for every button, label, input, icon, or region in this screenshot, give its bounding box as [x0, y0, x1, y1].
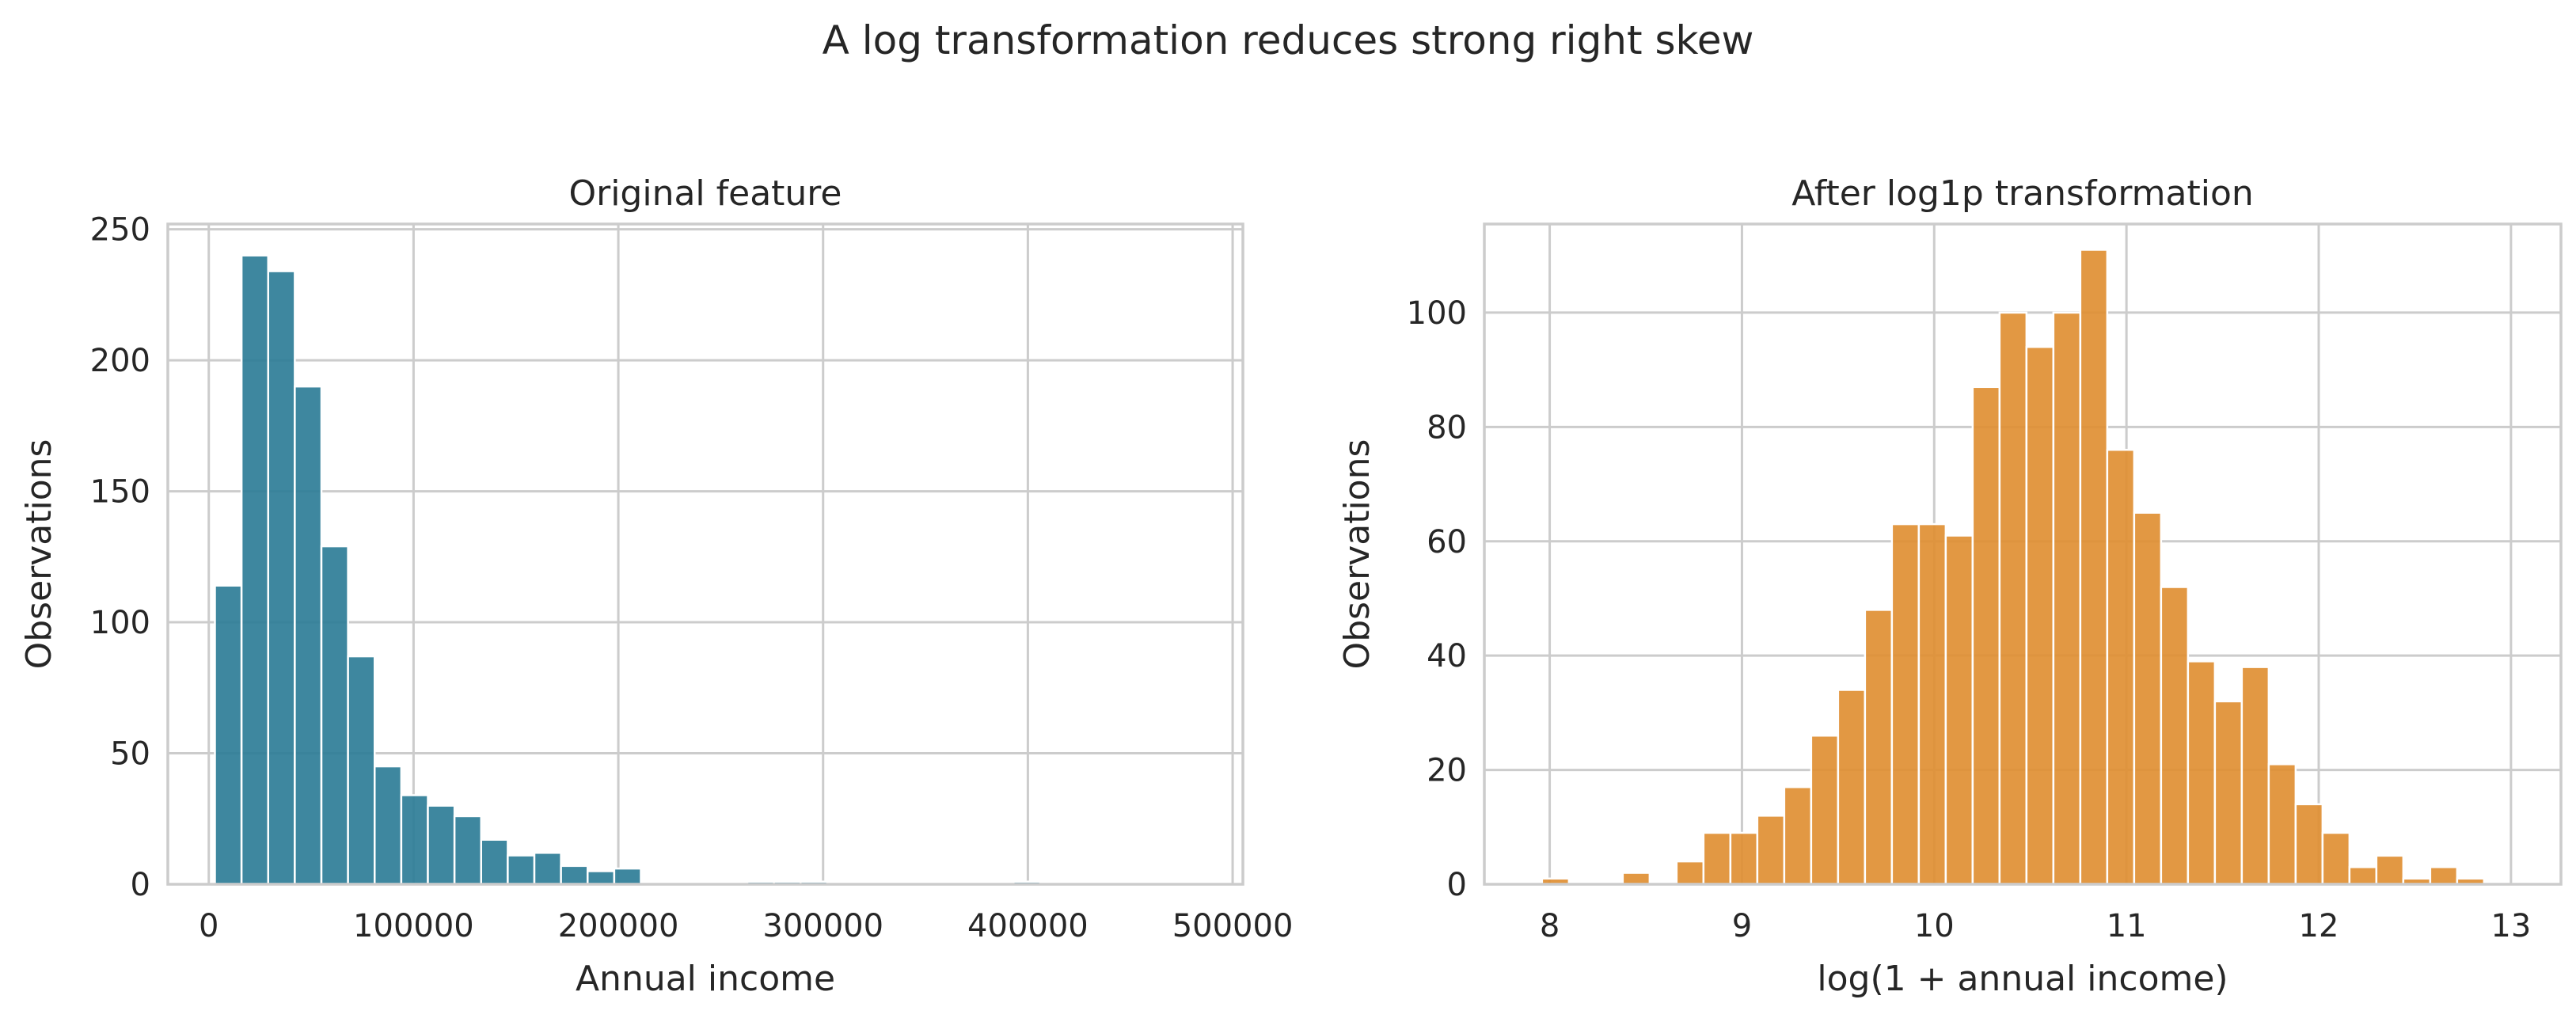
left-histogram-panel: 0 100000 200000 300000 400000 500000 0 50 100 150…: [19, 173, 1293, 999]
left-histogram-bar: [400, 794, 429, 886]
right-histogram-bar: [1621, 872, 1651, 886]
left-x-tick-label: 200000: [558, 908, 679, 944]
left-histogram-bar: [294, 385, 323, 886]
left-histogram-bar: [427, 804, 456, 886]
right-histogram-bar: [2321, 831, 2351, 886]
left-axes-frame: [166, 222, 1244, 886]
left-histogram-bar: [613, 867, 642, 886]
right-histogram-bar: [1837, 689, 1867, 886]
right-histogram-bar: [2240, 666, 2270, 886]
right-x-tick-label: 13: [2491, 908, 2531, 944]
right-y-tick-label: 20: [1427, 753, 1467, 789]
right-y-tick-label: 60: [1427, 524, 1467, 560]
right-x-tick-label: 10: [1914, 908, 1955, 944]
left-x-tick-label: 300000: [762, 908, 883, 944]
right-y-axis-label: Observations: [1337, 439, 1377, 670]
right-x-tick-label: 11: [2107, 908, 2147, 944]
right-histogram-bar: [1944, 534, 1974, 886]
right-y-tick-label: 80: [1427, 409, 1467, 446]
left-x-axis-label: Annual income: [576, 959, 835, 999]
left-y-tick-label: 100: [90, 605, 150, 641]
right-histogram-bar: [2375, 854, 2405, 886]
right-histogram-bar: [2187, 660, 2217, 886]
right-histogram-panel: 8 9 10 11 12 13 0 20 40 60 80 100 After log1p trans…: [1337, 173, 2563, 999]
right-histogram-bar: [2133, 511, 2163, 886]
left-histogram-bar: [507, 854, 536, 886]
left-histogram-bar: [347, 655, 376, 886]
left-x-tick-label: 400000: [967, 908, 1089, 944]
left-histogram-bar: [267, 270, 296, 886]
right-histogram-bar: [2213, 700, 2244, 886]
right-y-tick-label: 100: [1407, 295, 1467, 332]
right-histogram-bar: [2025, 345, 2055, 886]
right-histogram-bar: [1702, 831, 1732, 886]
right-histogram-bar: [2160, 586, 2190, 886]
left-y-tick-label: 0: [131, 867, 150, 903]
left-y-tick-label: 200: [90, 343, 150, 379]
left-histogram-bar: [560, 864, 589, 886]
right-histogram-bar: [1729, 831, 1759, 886]
right-histogram-bar: [2294, 803, 2324, 886]
right-histogram-bar: [1810, 735, 1840, 886]
right-axes-frame: [1483, 222, 2563, 886]
right-y-tick-label: 0: [1447, 867, 1467, 903]
right-histogram-bar: [1890, 522, 1921, 886]
left-histogram-bar: [374, 765, 403, 886]
right-y-tick-label: 40: [1427, 638, 1467, 674]
right-histogram-bar: [1783, 785, 1813, 886]
right-histogram-bar: [2267, 763, 2297, 886]
right-panel-title: After log1p transformation: [1791, 173, 2254, 214]
right-histogram-bar: [2348, 866, 2378, 886]
right-x-axis-label: log(1 + annual income): [1817, 959, 2228, 999]
left-histogram-bar: [587, 870, 616, 886]
left-histogram-bar: [533, 852, 562, 886]
left-histogram-bar: [214, 584, 243, 886]
left-x-tick-label: 0: [199, 908, 218, 944]
right-histogram-bar: [1864, 609, 1894, 886]
right-histogram-bar: [2079, 249, 2109, 886]
right-x-tick-label: 8: [1540, 908, 1560, 944]
right-histogram-bar: [2429, 866, 2459, 886]
left-x-tick-label: 100000: [353, 908, 474, 944]
right-histogram-bar: [1917, 522, 1947, 886]
left-histogram-bar: [240, 254, 269, 886]
right-x-tick-label: 12: [2299, 908, 2339, 944]
right-histogram-bar: [1971, 386, 2001, 886]
figure-suptitle: A log transformation reduces strong righ…: [823, 17, 1754, 63]
left-y-tick-label: 150: [90, 474, 150, 511]
right-histogram-bar: [1756, 815, 1786, 886]
left-y-tick-label: 250: [90, 212, 150, 249]
left-histogram-bar: [453, 815, 483, 886]
left-histogram-bar: [320, 545, 349, 886]
left-histogram-bar: [480, 838, 509, 886]
left-x-tick-label: 500000: [1172, 908, 1294, 944]
left-panel-title: Original feature: [568, 173, 842, 214]
right-histogram-bar: [1675, 860, 1705, 886]
right-histogram-bar: [2052, 311, 2082, 886]
right-histogram-bar: [2106, 448, 2136, 886]
left-y-axis-label: Observations: [19, 439, 59, 670]
left-y-tick-label: 50: [110, 736, 150, 773]
right-x-tick-label: 9: [1732, 908, 1752, 944]
right-histogram-bar: [1998, 311, 2028, 886]
